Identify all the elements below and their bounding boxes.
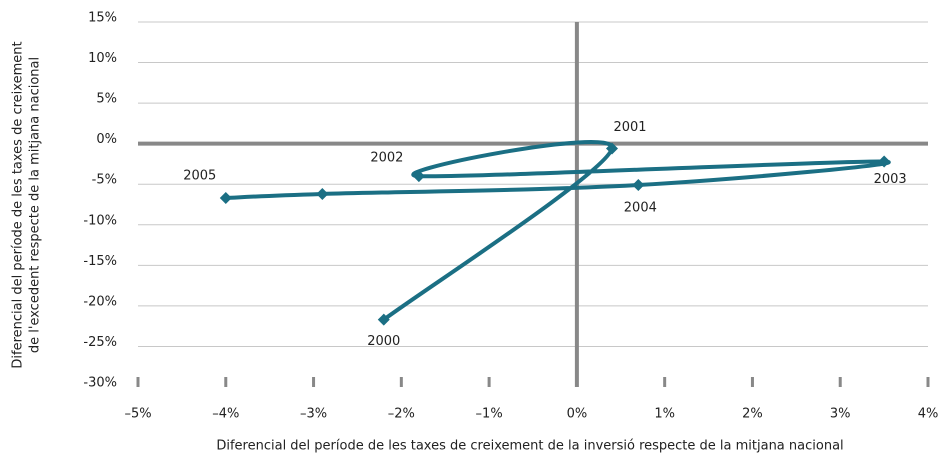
y-tick-label: 15% (88, 11, 117, 26)
x-axis-title: Diferencial del període de les taxes de … (216, 439, 843, 454)
x-tick-label: 4% (918, 407, 939, 422)
y-tick-label: 0% (96, 132, 117, 147)
point-marker (412, 170, 425, 183)
x-tick-label: –1% (476, 407, 503, 422)
point-marker (878, 155, 891, 168)
y-tick-label: -25% (83, 335, 117, 350)
point-label: 2003 (874, 172, 907, 187)
y-tick-label: -5% (92, 173, 117, 188)
y-tick-label: 10% (88, 51, 117, 66)
x-tick-label: –4% (212, 407, 239, 422)
point-label: 2001 (613, 120, 646, 135)
point-marker (606, 142, 618, 155)
y-tick-label: -10% (83, 213, 117, 228)
x-tick-label: –2% (388, 407, 415, 422)
y-tick-label: -20% (83, 294, 117, 309)
x-tick-label: 2% (742, 407, 763, 422)
point-marker (632, 179, 645, 192)
point-marker (377, 313, 390, 326)
x-tick-label: –5% (124, 407, 151, 422)
y-tick-label: -15% (83, 254, 117, 269)
y-tick-label: -30% (83, 376, 117, 391)
point-marker (316, 187, 329, 200)
point-marker (219, 192, 232, 205)
y-tick-label: 5% (96, 92, 117, 107)
x-tick-label: –3% (300, 407, 327, 422)
point-label: 2002 (370, 151, 403, 166)
y-axis-title: Diferencial del període de les taxes de … (11, 41, 26, 368)
x-tick-label: 3% (830, 407, 851, 422)
point-label: 2004 (624, 201, 657, 216)
point-label: 2000 (367, 334, 400, 349)
x-tick-label: 1% (654, 407, 675, 422)
y-axis-title: de l'excedent respecte de la mitjana nac… (28, 57, 43, 353)
series-line (225, 140, 891, 322)
x-tick-label: 0% (567, 407, 588, 422)
point-label: 2005 (183, 169, 216, 184)
